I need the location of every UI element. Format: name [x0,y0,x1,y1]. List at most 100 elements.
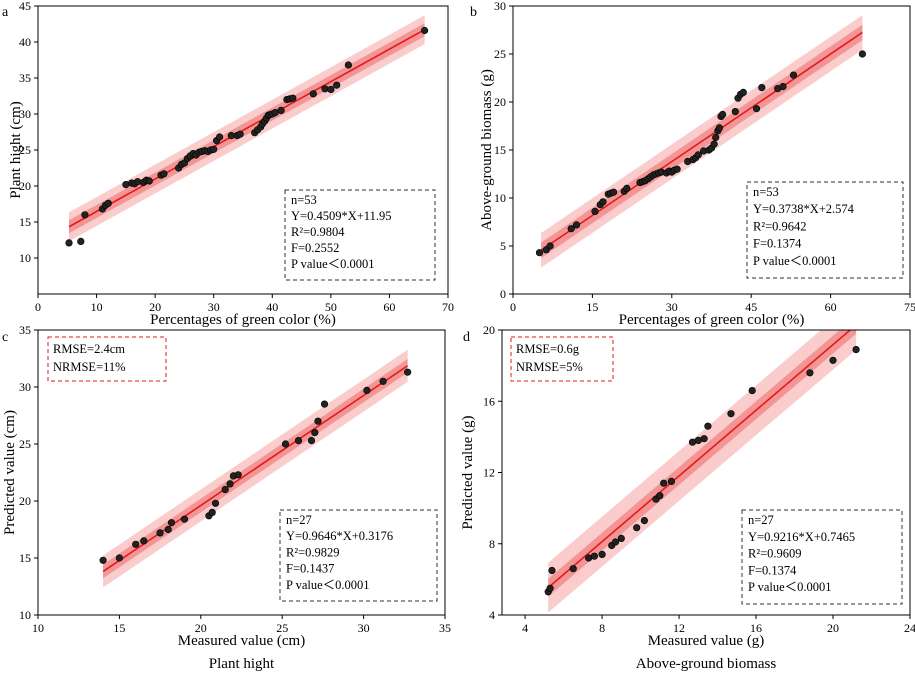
data-point [132,540,140,548]
stats-line: F=0.1437 [286,562,334,576]
y-tick-label: 35 [19,71,31,85]
data-point [806,369,814,377]
confidence-band [548,330,857,597]
data-point [210,145,218,153]
x-tick-label: 40 [266,300,278,314]
y-ticks: 10 15 20 25 30 35 40 45 [19,0,38,265]
y-tick-label: 15 [19,551,31,565]
x-ticks: 10 15 20 25 30 35 [32,615,451,635]
data-points [544,346,860,596]
error-box-frame [47,336,167,382]
stats-box: n=53 Y=0.4509*X+11.95 R²=0.9804 F=0.2552 P v… [284,189,436,281]
stats-line: Y=0.3738*X+2.574 [753,202,855,216]
panel-d: 4 8 12 16 20 24 4 8 12 16 20 Measured value (g) Pred… [460,323,915,672]
data-point [590,552,599,560]
x-tick-label: 20 [827,621,839,635]
data-point [858,50,867,58]
data-point [748,387,756,395]
x-tick-label: 10 [32,621,44,635]
y-tick-label: 10 [494,191,506,205]
data-point [546,242,554,250]
data-point [104,199,112,207]
data-point [633,524,641,532]
x-tick-label: 20 [195,621,207,635]
data-point [81,211,89,219]
stats-line: R²=0.9829 [286,545,340,559]
y-tick-label: 8 [489,537,495,551]
x-tick-label: 15 [113,621,125,635]
stats-line: P value＜0.0001 [291,257,375,271]
stats-line: n=27 [748,513,774,527]
data-point [731,107,739,116]
data-point [829,356,837,364]
data-point [281,440,290,448]
x-tick-label: 0 [510,300,516,314]
data-point [752,105,761,113]
y-tick-label: 25 [19,437,31,451]
x-tick-label: 12 [673,621,685,635]
data-point [156,529,164,537]
y-tick-label: 35 [19,323,31,337]
stats-box-frame [279,509,438,602]
data-point [320,400,329,408]
y-tick-label: 20 [494,95,506,109]
x-ticks: 0 10 20 30 40 50 60 70 [35,294,454,314]
stats-line: Y=0.9216*X+0.7465 [748,530,855,544]
data-point [567,225,575,233]
data-point [115,554,123,562]
error-box: RMSE=0.6g NRMSE=5% [510,336,614,382]
x-axis-label: Percentages of green color (%) [150,312,336,328]
y-ticks: 4 8 12 16 20 [483,323,502,622]
data-point [289,94,297,102]
x-tick-label: 10 [91,300,103,314]
y-tick-label: 15 [494,143,506,157]
data-point [591,207,599,215]
regression-layer [102,349,409,588]
y-axis-label: Plant hight (cm) [8,101,24,199]
stats-line: R²=0.9642 [753,219,807,233]
x-tick-label: 20 [149,300,161,314]
y-axis-label: Above-ground biomass (g) [479,69,495,231]
data-points [535,50,867,257]
y-tick-label: 4 [489,608,495,622]
y-tick-label: 25 [494,47,506,61]
data-point [758,83,766,92]
y-tick-label: 45 [19,0,31,13]
data-points [99,368,412,564]
y-tick-label: 40 [19,35,31,49]
y-axis-label: Predicted value (g) [460,415,476,529]
x-tick-label: 25 [276,621,288,635]
y-tick-label: 30 [19,107,31,121]
data-point [546,584,554,592]
data-point [421,26,429,35]
data-point [611,538,620,546]
x-tick-label: 30 [358,621,370,635]
panel-subtitle: Above-ground biomass [636,656,777,672]
y-tick-label: 20 [483,323,495,337]
stats-line: P value＜0.0001 [748,580,832,594]
x-tick-label: 0 [35,300,41,314]
y-tick-label: 20 [19,494,31,508]
data-point [294,437,303,445]
panel-subtitle: Plant hight [209,656,275,672]
x-tick-label: 50 [325,300,337,314]
data-point [572,221,581,229]
data-point [277,106,285,114]
x-tick-label: 15 [586,300,598,314]
data-point [599,198,607,206]
data-point [311,429,319,437]
y-tick-label: 5 [500,239,506,253]
regression-layer [68,15,425,242]
stats-line: R²=0.9804 [291,225,345,239]
data-point [617,534,625,543]
x-ticks: 4 8 12 16 20 24 [522,615,915,635]
data-point [145,177,153,185]
data-point [609,188,618,196]
data-point [344,61,353,69]
stats-box-frame [741,509,903,605]
error-box: RMSE=2.4cm NRMSE=11% [47,336,167,382]
data-point [404,368,412,376]
data-point [623,184,631,192]
data-point [307,437,316,445]
